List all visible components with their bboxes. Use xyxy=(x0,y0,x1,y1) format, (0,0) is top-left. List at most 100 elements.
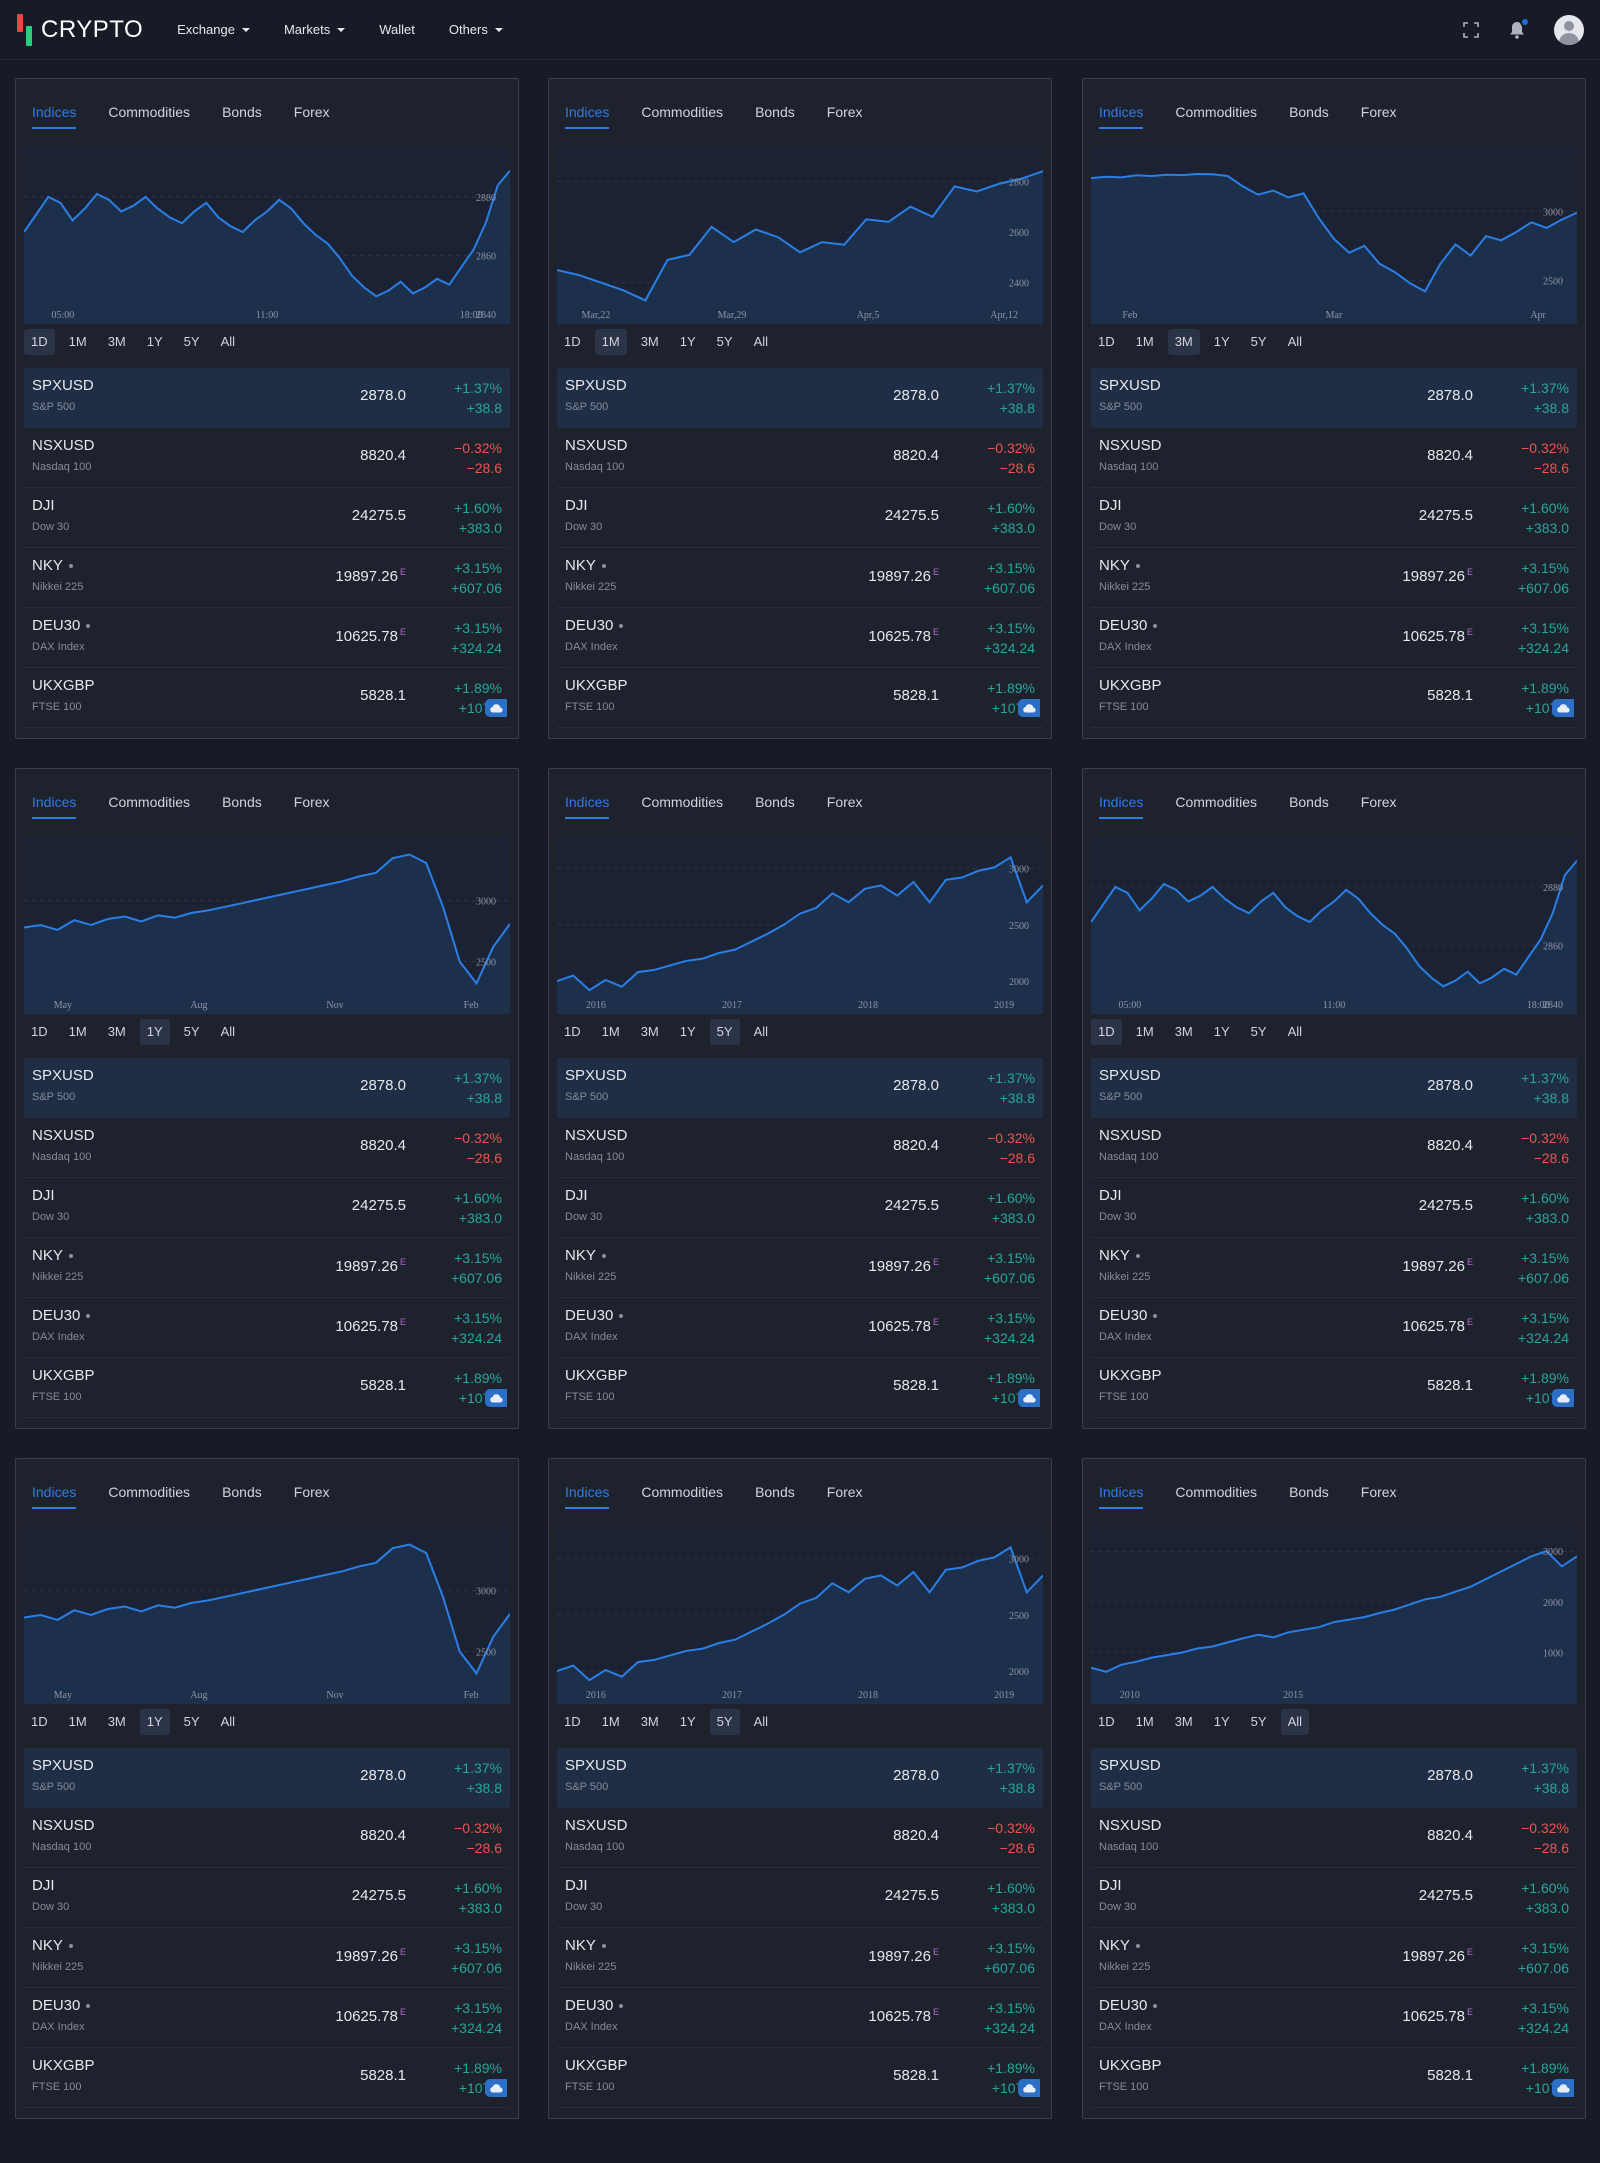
range-all[interactable]: All xyxy=(1287,334,1303,349)
range-all[interactable]: All xyxy=(753,1024,769,1039)
tab-forex[interactable]: Forex xyxy=(293,104,330,120)
range-5y[interactable]: 5Y xyxy=(1250,1024,1267,1039)
range-all[interactable]: All xyxy=(1280,1709,1310,1735)
tab-forex[interactable]: Forex xyxy=(293,1484,330,1500)
tab-bonds[interactable]: Bonds xyxy=(755,104,795,120)
symbol-row[interactable]: NKY Nikkei 225 19897.26 E +3.15% +607.06 xyxy=(24,548,510,608)
range-5y[interactable]: 5Y xyxy=(1250,1714,1267,1729)
range-1m[interactable]: 1M xyxy=(1135,1714,1154,1729)
bell-icon[interactable] xyxy=(1506,16,1530,41)
symbol-row[interactable]: UKXGBP FTSE 100 5828.1 +1.89% +107.? xyxy=(1091,1358,1577,1418)
range-5y[interactable]: 5Y xyxy=(709,1709,740,1735)
fullscreen-icon[interactable] xyxy=(1460,19,1482,41)
tab-indices[interactable]: Indices xyxy=(565,1484,610,1509)
symbol-row[interactable]: NKY Nikkei 225 19897.26 E +3.15% +607.06 xyxy=(1091,548,1577,608)
range-5y[interactable]: 5Y xyxy=(709,1019,740,1045)
range-1y[interactable]: 1Y xyxy=(139,1019,170,1045)
menu-exchange[interactable]: Exchange xyxy=(177,22,250,37)
range-1d[interactable]: 1D xyxy=(564,334,581,349)
price-chart[interactable]: 2800 2600 2400 Mar,22 Mar,29 Apr,5 Apr,12 xyxy=(557,148,1043,324)
tab-commodities[interactable]: Commodities xyxy=(1175,794,1258,810)
range-1d[interactable]: 1D xyxy=(1098,1714,1115,1729)
tab-commodities[interactable]: Commodities xyxy=(641,104,724,120)
symbol-row[interactable]: DEU30 DAX Index 10625.78 E +3.15% +324.24 xyxy=(1091,608,1577,668)
cloud-icon[interactable] xyxy=(1552,2079,1574,2097)
symbol-row[interactable]: NKY Nikkei 225 19897.26 E +3.15% +607.06 xyxy=(24,1238,510,1298)
cloud-icon[interactable] xyxy=(485,699,507,717)
range-1y[interactable]: 1Y xyxy=(1213,1714,1230,1729)
range-1y[interactable]: 1Y xyxy=(679,1714,696,1729)
tab-forex[interactable]: Forex xyxy=(826,1484,863,1500)
symbol-row[interactable]: SPXUSD S&P 500 2878.0 +1.37% +38.8 xyxy=(24,1748,510,1808)
tab-commodities[interactable]: Commodities xyxy=(108,1484,191,1500)
symbol-row[interactable]: SPXUSD S&P 500 2878.0 +1.37% +38.8 xyxy=(24,368,510,428)
range-5y[interactable]: 5Y xyxy=(716,334,733,349)
symbol-row[interactable]: DEU30 DAX Index 10625.78 E +3.15% +324.24 xyxy=(24,608,510,668)
range-1m[interactable]: 1M xyxy=(601,1024,620,1039)
price-chart[interactable]: 3000 2500 2000 2016 2017 2018 2019 xyxy=(557,838,1043,1014)
symbol-row[interactable]: UKXGBP FTSE 100 5828.1 +1.89% +107.? xyxy=(24,1358,510,1418)
tab-forex[interactable]: Forex xyxy=(826,794,863,810)
tab-bonds[interactable]: Bonds xyxy=(222,1484,262,1500)
range-3m[interactable]: 3M xyxy=(107,334,126,349)
symbol-row[interactable]: NSXUSD Nasdaq 100 8820.4 −0.32% −28.6 xyxy=(24,1808,510,1868)
symbol-row[interactable]: DJI Dow 30 24275.5 +1.60% +383.0 xyxy=(24,488,510,548)
symbol-row[interactable]: UKXGBP FTSE 100 5828.1 +1.89% +107.? xyxy=(1091,668,1577,728)
symbol-row[interactable]: SPXUSD S&P 500 2878.0 +1.37% +38.8 xyxy=(557,368,1043,428)
tab-commodities[interactable]: Commodities xyxy=(108,104,191,120)
symbol-row[interactable]: UKXGBP FTSE 100 5828.1 +1.89% +107.? xyxy=(24,2048,510,2108)
range-1m[interactable]: 1M xyxy=(594,329,627,355)
symbol-row[interactable]: DJI Dow 30 24275.5 +1.60% +383.0 xyxy=(24,1178,510,1238)
range-all[interactable]: All xyxy=(220,334,236,349)
range-all[interactable]: All xyxy=(1287,1024,1303,1039)
symbol-row[interactable]: NSXUSD Nasdaq 100 8820.4 −0.32% −28.6 xyxy=(557,428,1043,488)
range-1y[interactable]: 1Y xyxy=(1213,334,1230,349)
tab-commodities[interactable]: Commodities xyxy=(641,794,724,810)
range-all[interactable]: All xyxy=(220,1714,236,1729)
cloud-icon[interactable] xyxy=(1018,699,1040,717)
tab-bonds[interactable]: Bonds xyxy=(755,1484,795,1500)
tab-commodities[interactable]: Commodities xyxy=(641,1484,724,1500)
symbol-row[interactable]: NSXUSD Nasdaq 100 8820.4 −0.32% −28.6 xyxy=(1091,428,1577,488)
symbol-row[interactable]: SPXUSD S&P 500 2878.0 +1.37% +38.8 xyxy=(557,1748,1043,1808)
symbol-row[interactable]: DEU30 DAX Index 10625.78 E +3.15% +324.24 xyxy=(557,1298,1043,1358)
symbol-row[interactable]: DJI Dow 30 24275.5 +1.60% +383.0 xyxy=(1091,488,1577,548)
range-3m[interactable]: 3M xyxy=(640,334,659,349)
range-1d[interactable]: 1D xyxy=(564,1714,581,1729)
symbol-row[interactable]: DJI Dow 30 24275.5 +1.60% +383.0 xyxy=(557,488,1043,548)
tab-commodities[interactable]: Commodities xyxy=(108,794,191,810)
symbol-row[interactable]: NKY Nikkei 225 19897.26 E +3.15% +607.06 xyxy=(557,1928,1043,1988)
range-3m[interactable]: 3M xyxy=(1167,329,1200,355)
tab-bonds[interactable]: Bonds xyxy=(222,794,262,810)
symbol-row[interactable]: DJI Dow 30 24275.5 +1.60% +383.0 xyxy=(557,1178,1043,1238)
symbol-row[interactable]: DJI Dow 30 24275.5 +1.60% +383.0 xyxy=(24,1868,510,1928)
range-1y[interactable]: 1Y xyxy=(679,1024,696,1039)
tab-commodities[interactable]: Commodities xyxy=(1175,104,1258,120)
tab-indices[interactable]: Indices xyxy=(1099,794,1144,819)
symbol-row[interactable]: UKXGBP FTSE 100 5828.1 +1.89% +107.? xyxy=(557,1358,1043,1418)
price-chart[interactable]: 3000 2000 1000 2010 2015 xyxy=(1091,1528,1577,1704)
tab-forex[interactable]: Forex xyxy=(1360,104,1397,120)
cloud-icon[interactable] xyxy=(1552,699,1574,717)
tab-forex[interactable]: Forex xyxy=(1360,794,1397,810)
symbol-row[interactable]: UKXGBP FTSE 100 5828.1 +1.89% +107.? xyxy=(557,2048,1043,2108)
menu-others[interactable]: Others xyxy=(449,22,503,37)
symbol-row[interactable]: SPXUSD S&P 500 2878.0 +1.37% +38.8 xyxy=(1091,1748,1577,1808)
tab-indices[interactable]: Indices xyxy=(565,794,610,819)
tab-bonds[interactable]: Bonds xyxy=(222,104,262,120)
range-all[interactable]: All xyxy=(220,1024,236,1039)
range-1m[interactable]: 1M xyxy=(1135,1024,1154,1039)
tab-forex[interactable]: Forex xyxy=(826,104,863,120)
range-3m[interactable]: 3M xyxy=(640,1714,659,1729)
tab-bonds[interactable]: Bonds xyxy=(1289,104,1329,120)
range-1d[interactable]: 1D xyxy=(564,1024,581,1039)
symbol-row[interactable]: DEU30 DAX Index 10625.78 E +3.15% +324.24 xyxy=(24,1988,510,2048)
tab-bonds[interactable]: Bonds xyxy=(755,794,795,810)
range-1m[interactable]: 1M xyxy=(68,1714,87,1729)
tab-indices[interactable]: Indices xyxy=(32,1484,77,1509)
cloud-icon[interactable] xyxy=(485,2079,507,2097)
tab-indices[interactable]: Indices xyxy=(32,104,77,129)
cloud-icon[interactable] xyxy=(1018,1389,1040,1407)
symbol-row[interactable]: NSXUSD Nasdaq 100 8820.4 −0.32% −28.6 xyxy=(557,1118,1043,1178)
range-3m[interactable]: 3M xyxy=(1174,1024,1193,1039)
